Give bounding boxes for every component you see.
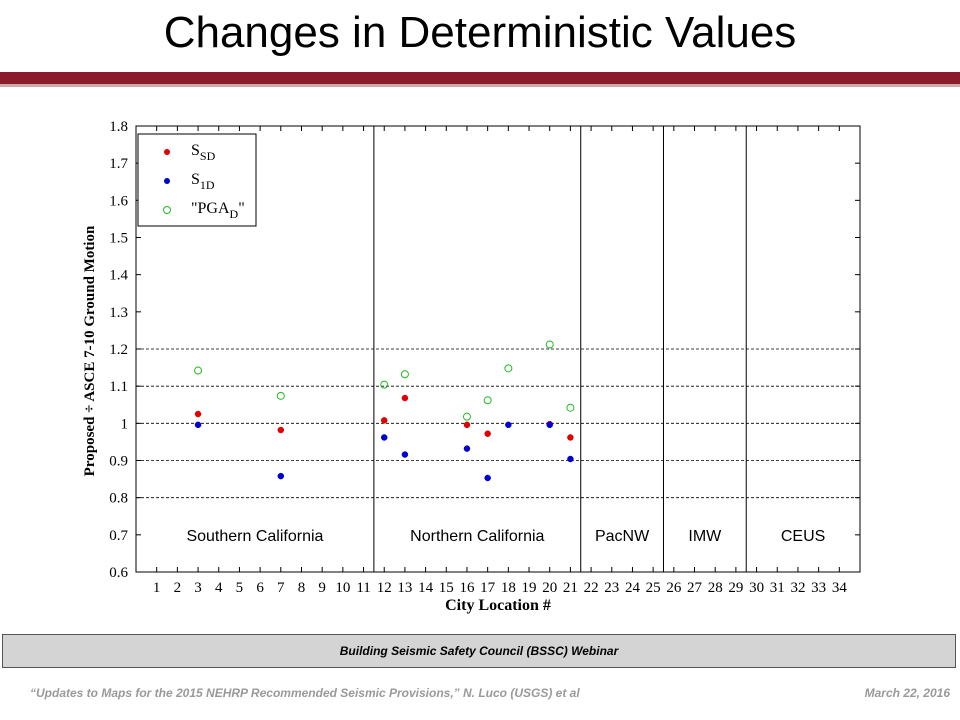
footer-date: March 22, 2016 (864, 686, 950, 700)
x-tick-label: 31 (770, 580, 785, 596)
data-point (483, 396, 492, 405)
x-tick-label: 19 (522, 580, 537, 596)
x-tick-label: 23 (604, 580, 619, 596)
x-axis-label: City Location # (445, 597, 551, 614)
data-point (380, 380, 389, 389)
legend-box (137, 133, 257, 227)
footer-banner: Building Seismic Safety Council (BSSC) W… (2, 634, 956, 668)
y-tick-label: 1.5 (109, 231, 128, 247)
scatter-chart: Southern California Northern California Pa… (82, 119, 861, 614)
title-accent-shadow (0, 84, 960, 87)
x-tick-label: 8 (298, 580, 306, 596)
region-label: Northern California (410, 528, 544, 545)
footer-citation: “Updates to Maps for the 2015 NEHRP Reco… (30, 686, 580, 700)
x-tick-label: 7 (277, 580, 285, 596)
x-tick-label: 28 (708, 580, 723, 596)
region-label: IMW (688, 528, 722, 545)
y-tick-label: 1.6 (109, 193, 128, 209)
data-point (276, 391, 285, 400)
legend-entry: "PGAD" (191, 200, 245, 221)
y-tick-label: 1.1 (109, 379, 128, 395)
x-tick-label: 20 (542, 580, 557, 596)
x-tick-label: 1 (153, 580, 161, 596)
data-point (277, 472, 285, 480)
data-point (194, 366, 203, 375)
x-tick-label: 17 (480, 580, 496, 596)
y-tick-label: 1.8 (109, 119, 128, 135)
data-point (566, 403, 575, 412)
data-point (567, 434, 574, 441)
legend-marker (164, 149, 170, 155)
x-tick-label: 16 (459, 580, 475, 596)
data-point (400, 370, 409, 379)
y-tick-label: 0.8 (109, 491, 128, 507)
legend-entry: S1D (191, 171, 215, 192)
y-tick-label: 0.7 (109, 528, 128, 544)
slide-title: Changes in Deterministic Values (163, 8, 797, 57)
x-tick-label: 3 (194, 580, 202, 596)
x-tick-label: 15 (439, 580, 454, 596)
data-point (545, 340, 554, 349)
x-tick-label: 18 (501, 580, 516, 596)
x-tick-label: 5 (236, 580, 244, 596)
x-tick-label: 29 (728, 580, 743, 596)
data-point (567, 455, 574, 463)
y-tick-label: 1.2 (109, 342, 128, 358)
y-tick-label: 1.4 (109, 268, 128, 284)
data-point (484, 430, 491, 437)
data-point (484, 474, 491, 482)
region-label: Southern California (186, 528, 323, 545)
y-tick-label: 1 (121, 416, 129, 432)
data-point (546, 421, 553, 429)
y-axis-label: Proposed ÷ ASCE 7-10 Ground Motion (82, 225, 98, 476)
data-point (380, 417, 388, 424)
x-tick-label: 12 (377, 580, 392, 596)
x-tick-label: 33 (811, 580, 826, 596)
legend-marker (164, 178, 170, 184)
legend: SSD S1D "PGAD" (137, 133, 257, 227)
x-tick-label: 26 (666, 580, 682, 596)
x-tick-label: 30 (749, 580, 764, 596)
data-point (401, 451, 409, 458)
data-point (380, 434, 388, 441)
title-accent-bar (0, 72, 960, 84)
x-tick-label: 9 (318, 580, 326, 596)
data-point (504, 364, 513, 373)
data-point (194, 421, 202, 429)
x-tick-label: 11 (356, 580, 370, 596)
region-label: PacNW (595, 528, 650, 545)
x-tick-label: 6 (256, 580, 264, 596)
y-tick-label: 0.6 (109, 565, 128, 581)
y-tick-label: 0.9 (109, 454, 128, 470)
x-tick-label: 13 (397, 580, 412, 596)
data-point (463, 421, 471, 429)
x-tick-label: 2 (174, 580, 182, 596)
x-tick-label: 24 (625, 580, 641, 596)
legend-entry: SSD (191, 142, 216, 163)
x-tick-label: 22 (584, 580, 599, 596)
x-tick-label: 25 (646, 580, 661, 596)
x-tick-label: 27 (687, 580, 703, 596)
x-tick-label: 34 (832, 580, 848, 596)
x-tick-label: 14 (418, 580, 434, 596)
data-point (463, 445, 471, 452)
data-point (401, 394, 409, 402)
data-point (505, 421, 512, 429)
y-tick-label: 1.7 (109, 156, 128, 172)
x-tick-label: 4 (215, 580, 223, 596)
data-point (277, 426, 285, 434)
x-tick-label: 21 (563, 580, 578, 596)
y-tick-label: 1.3 (109, 305, 128, 321)
data-point (462, 412, 471, 421)
region-label: CEUS (781, 528, 825, 545)
footer-banner-text: Building Seismic Safety Council (BSSC) W… (339, 644, 619, 658)
data-point (194, 410, 202, 418)
x-tick-label: 10 (335, 580, 350, 596)
x-tick-label: 32 (790, 580, 805, 596)
legend-marker (163, 206, 171, 214)
